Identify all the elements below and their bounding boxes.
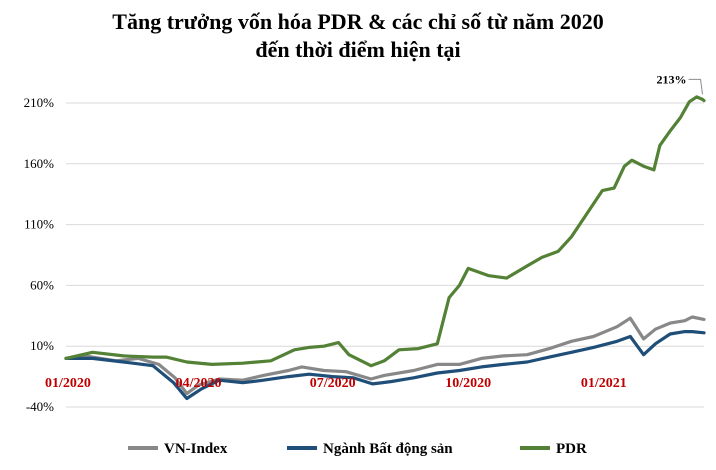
chart-title-line-2: đến thời điểm hiện tại <box>255 37 461 62</box>
series-line-0 <box>64 315 706 396</box>
chart-title: Tăng trưởng vốn hóa PDR & các chỉ số từ … <box>0 8 716 64</box>
legend-label: VN-Index <box>164 441 228 457</box>
y-tick-label: 160% <box>24 156 55 171</box>
series-lines <box>64 95 706 401</box>
legend-label: PDR <box>556 441 587 457</box>
y-tick-label: 10% <box>30 338 54 353</box>
grid-lines <box>66 102 704 408</box>
x-tick-label: 04/2020 <box>176 376 222 391</box>
x-tick-label: 10/2020 <box>445 376 491 391</box>
y-tick-label: 110% <box>24 217 54 232</box>
x-tick-label: 01/2020 <box>45 376 91 391</box>
series-line-1 <box>64 330 706 401</box>
y-tick-label: 60% <box>30 277 54 292</box>
annotation-label: 213% <box>657 72 687 86</box>
y-tick-label: -40% <box>26 399 54 414</box>
legend: VN-Index Ngành Bất động sản PDR <box>128 441 587 457</box>
annotation: 213% <box>657 72 704 95</box>
y-tick-label: 210% <box>24 95 55 110</box>
y-axis-ticks: -40% 10% 60% 110% 160% 210% <box>24 95 55 414</box>
legend-label: Ngành Bất động sản <box>323 441 453 457</box>
series-line-2 <box>64 95 706 368</box>
x-axis-ticks: 01/2020 04/2020 07/2020 10/2020 01/2021 <box>45 376 627 391</box>
annotation-leader <box>688 78 704 95</box>
x-tick-label: 01/2021 <box>581 376 627 391</box>
chart-title-line-1: Tăng trưởng vốn hóa PDR & các chỉ số từ … <box>112 9 604 34</box>
x-tick-label: 07/2020 <box>310 376 356 391</box>
